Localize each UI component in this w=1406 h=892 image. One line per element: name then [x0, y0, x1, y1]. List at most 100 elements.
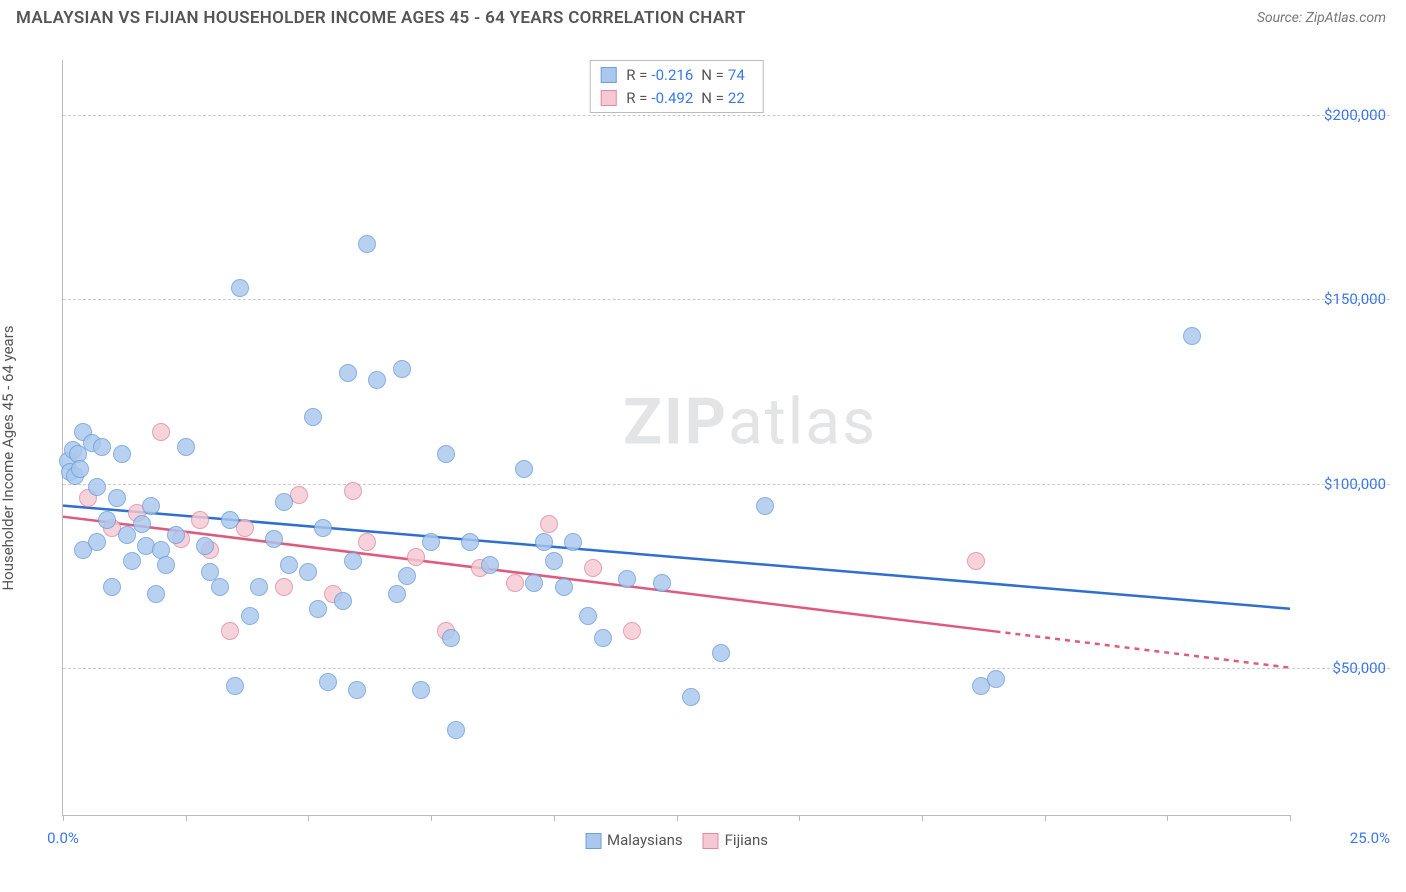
data-point-malaysians — [398, 567, 416, 585]
data-point-malaysians — [348, 681, 366, 699]
stat-n-label: N = — [701, 64, 724, 87]
chart-container: Householder Income Ages 45 - 64 years ZI… — [16, 40, 1390, 876]
stat-n-fijians: 22 — [728, 87, 745, 110]
data-point-malaysians — [525, 574, 543, 592]
x-tick — [922, 815, 923, 821]
stat-n-malaysians: 74 — [728, 64, 745, 87]
stat-n-label: N = — [701, 87, 724, 110]
trend-lines — [63, 60, 1290, 815]
x-tick — [677, 815, 678, 821]
data-point-malaysians — [88, 478, 106, 496]
legend: Malaysians Fijians — [585, 831, 768, 849]
data-point-fijians — [407, 548, 425, 566]
data-point-malaysians — [618, 570, 636, 588]
legend-label-fijians: Fijians — [725, 831, 768, 849]
data-point-malaysians — [241, 607, 259, 625]
x-tick — [1167, 815, 1168, 821]
data-point-malaysians — [339, 364, 357, 382]
x-tick — [63, 815, 64, 821]
data-point-fijians — [191, 511, 209, 529]
stat-r-label: R = — [626, 64, 647, 87]
data-point-malaysians — [442, 629, 460, 647]
data-point-malaysians — [113, 445, 131, 463]
source-attribution: Source: ZipAtlas.com — [1257, 10, 1386, 26]
data-point-malaysians — [555, 578, 573, 596]
x-max-label: 25.0% — [1350, 829, 1390, 847]
data-point-malaysians — [594, 629, 612, 647]
x-tick — [799, 815, 800, 821]
data-point-fijians — [152, 423, 170, 441]
watermark-suffix: atlas — [728, 385, 877, 460]
data-point-malaysians — [98, 511, 116, 529]
x-tick — [431, 815, 432, 821]
watermark: ZIPatlas — [623, 385, 877, 460]
data-point-malaysians — [712, 644, 730, 662]
data-point-malaysians — [103, 578, 121, 596]
y-tick-label: $150,000 — [1296, 290, 1386, 308]
data-point-malaysians — [299, 563, 317, 581]
data-point-malaysians — [280, 556, 298, 574]
x-min-label: 0.0% — [47, 829, 79, 847]
y-axis-title: Householder Income Ages 45 - 64 years — [0, 325, 17, 590]
data-point-malaysians — [1183, 327, 1201, 345]
data-point-malaysians — [515, 460, 533, 478]
data-point-malaysians — [304, 408, 322, 426]
data-point-fijians — [540, 515, 558, 533]
gridline — [63, 115, 1390, 116]
x-tick — [186, 815, 187, 821]
data-point-malaysians — [358, 235, 376, 253]
swatch-malaysians-icon — [585, 833, 601, 849]
data-point-malaysians — [167, 526, 185, 544]
data-point-malaysians — [344, 552, 362, 570]
data-point-malaysians — [157, 556, 175, 574]
data-point-malaysians — [309, 600, 327, 618]
data-point-malaysians — [481, 556, 499, 574]
data-point-malaysians — [653, 574, 671, 592]
data-point-malaysians — [535, 533, 553, 551]
data-point-malaysians — [196, 537, 214, 555]
legend-item-malaysians: Malaysians — [585, 831, 683, 849]
data-point-malaysians — [579, 607, 597, 625]
watermark-prefix: ZIP — [623, 385, 728, 460]
gridline — [63, 668, 1390, 669]
data-point-malaysians — [71, 460, 89, 478]
data-point-malaysians — [231, 279, 249, 297]
gridline — [63, 299, 1390, 300]
y-tick-label: $100,000 — [1296, 475, 1386, 493]
legend-label-malaysians: Malaysians — [607, 831, 683, 849]
data-point-malaysians — [147, 585, 165, 603]
data-point-malaysians — [133, 515, 151, 533]
stats-row-malaysians: R = -0.216 N = 74 — [600, 64, 753, 87]
data-point-malaysians — [142, 497, 160, 515]
y-tick-label: $50,000 — [1296, 659, 1386, 677]
data-point-malaysians — [461, 533, 479, 551]
stat-r-label: R = — [626, 87, 647, 110]
data-point-malaysians — [987, 670, 1005, 688]
data-point-malaysians — [319, 673, 337, 691]
data-point-malaysians — [123, 552, 141, 570]
data-point-malaysians — [388, 585, 406, 603]
swatch-malaysians-icon — [600, 67, 616, 83]
legend-item-fijians: Fijians — [703, 831, 768, 849]
data-point-malaysians — [250, 578, 268, 596]
data-point-malaysians — [447, 721, 465, 739]
data-point-malaysians — [368, 371, 386, 389]
x-tick — [1045, 815, 1046, 821]
data-point-malaysians — [422, 533, 440, 551]
chart-title: MALAYSIAN VS FIJIAN HOUSEHOLDER INCOME A… — [16, 8, 746, 28]
x-tick — [554, 815, 555, 821]
x-tick — [308, 815, 309, 821]
swatch-fijians-icon — [600, 90, 616, 106]
data-point-malaysians — [564, 533, 582, 551]
data-point-fijians — [358, 533, 376, 551]
data-point-malaysians — [412, 681, 430, 699]
gridline — [63, 484, 1390, 485]
data-point-fijians — [221, 622, 239, 640]
data-point-malaysians — [545, 552, 563, 570]
stat-r-fijians: -0.492 — [651, 87, 693, 110]
data-point-malaysians — [221, 511, 239, 529]
data-point-malaysians — [334, 592, 352, 610]
data-point-fijians — [275, 578, 293, 596]
data-point-malaysians — [275, 493, 293, 511]
data-point-malaysians — [93, 438, 111, 456]
